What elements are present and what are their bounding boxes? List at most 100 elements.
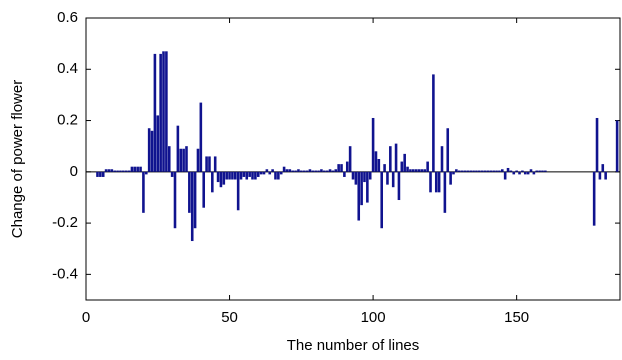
- bar: [202, 171, 206, 208]
- bar: [248, 171, 251, 177]
- bar: [317, 170, 320, 172]
- bar: [136, 166, 139, 172]
- x-tick-label: 50: [221, 309, 238, 326]
- bar: [305, 170, 309, 172]
- bar: [242, 171, 246, 177]
- bar: [122, 170, 125, 172]
- bar: [432, 74, 435, 172]
- bar: [486, 170, 490, 172]
- bar: [460, 170, 464, 172]
- bar: [282, 166, 286, 172]
- bar: [414, 169, 418, 172]
- bar: [225, 171, 228, 180]
- bar: [544, 170, 547, 172]
- bar: [457, 170, 461, 172]
- bar: [190, 171, 194, 242]
- bar: [400, 161, 404, 172]
- bar: [340, 164, 343, 172]
- bar: [294, 170, 297, 172]
- bar: [170, 171, 174, 177]
- bar: [532, 171, 536, 175]
- bar: [389, 146, 392, 172]
- bar: [374, 151, 378, 172]
- bar: [279, 171, 283, 175]
- bar: [503, 171, 507, 180]
- bar: [371, 117, 375, 172]
- bar: [239, 171, 243, 180]
- bar: [483, 170, 487, 172]
- bar: [144, 171, 148, 175]
- bar: [231, 171, 234, 180]
- bar: [251, 171, 254, 180]
- y-tick-label: 0.2: [57, 112, 78, 129]
- bar: [173, 171, 177, 229]
- bar: [411, 169, 415, 172]
- bar: [380, 171, 384, 229]
- bar: [311, 170, 315, 172]
- bar: [598, 171, 602, 180]
- bar: [211, 171, 214, 193]
- plot-frame: [85, 17, 621, 301]
- bar: [466, 170, 470, 172]
- bar: [119, 170, 122, 172]
- bar: [426, 161, 429, 172]
- y-tick-label: 0.6: [57, 9, 78, 26]
- bar: [300, 170, 303, 172]
- bar: [437, 171, 441, 193]
- bar: [472, 170, 475, 172]
- bar: [185, 146, 188, 172]
- bar: [308, 169, 312, 172]
- y-tick-label: 0.4: [57, 60, 78, 77]
- bar: [463, 170, 467, 172]
- bar: [506, 167, 510, 172]
- bar: [420, 169, 424, 172]
- bar: [165, 51, 168, 172]
- bar: [236, 171, 240, 211]
- bar: [127, 170, 131, 172]
- bar: [205, 156, 208, 172]
- bar: [216, 171, 220, 183]
- bar: [320, 169, 323, 172]
- bar: [538, 170, 541, 172]
- bar: [535, 170, 539, 172]
- bar: [429, 171, 432, 193]
- x-axis-label: The number of lines: [287, 337, 420, 354]
- bar: [417, 169, 421, 172]
- bar: [452, 171, 455, 175]
- bar: [124, 170, 128, 172]
- bar: [199, 102, 203, 172]
- x-tick-label: 0: [82, 309, 90, 326]
- bar: [208, 156, 211, 172]
- bar: [492, 170, 495, 172]
- bar: [529, 169, 533, 172]
- bar: [434, 171, 438, 193]
- bar: [489, 170, 493, 172]
- bar: [245, 171, 249, 180]
- bar: [213, 156, 217, 172]
- bar: [366, 171, 369, 203]
- bar: [523, 171, 527, 175]
- bar: [325, 170, 329, 172]
- bar: [391, 171, 395, 188]
- bar: [219, 171, 223, 188]
- bar: [515, 170, 518, 172]
- bar: [274, 171, 277, 180]
- bar: [601, 164, 605, 172]
- bar: [351, 171, 355, 180]
- bar: [101, 171, 105, 177]
- bar: [334, 169, 338, 172]
- bar: [116, 170, 119, 172]
- bar: [541, 170, 544, 172]
- bar: [394, 143, 398, 172]
- y-tick-label: 0: [70, 163, 78, 180]
- bar: [377, 159, 381, 172]
- bar: [615, 120, 619, 172]
- bar: [498, 170, 501, 172]
- bar: [268, 171, 272, 175]
- bar: [228, 171, 231, 180]
- bar: [254, 171, 257, 180]
- bar: [196, 148, 200, 172]
- bar: [256, 171, 260, 177]
- bar: [222, 171, 226, 185]
- bar: [288, 169, 292, 172]
